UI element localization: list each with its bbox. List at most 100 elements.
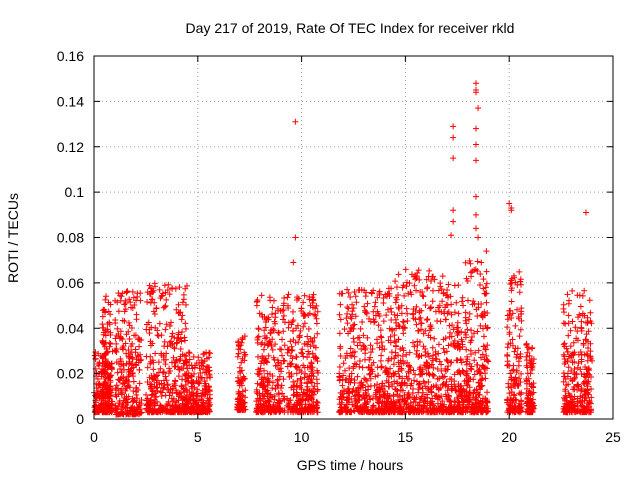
data-point bbox=[352, 403, 359, 410]
data-point bbox=[419, 288, 426, 295]
data-point bbox=[565, 364, 572, 371]
x-tick-label: 10 bbox=[294, 429, 310, 445]
data-point bbox=[482, 370, 489, 377]
data-point bbox=[568, 367, 575, 374]
data-point bbox=[135, 359, 142, 366]
data-point bbox=[143, 326, 150, 333]
data-point bbox=[360, 381, 367, 388]
data-point bbox=[445, 363, 452, 370]
data-point bbox=[459, 298, 466, 305]
data-point bbox=[423, 316, 430, 323]
data-point bbox=[523, 362, 530, 369]
data-point bbox=[584, 371, 591, 378]
data-point bbox=[136, 336, 143, 343]
data-point bbox=[286, 369, 293, 376]
data-point bbox=[396, 323, 403, 330]
data-point bbox=[107, 372, 114, 379]
data-point bbox=[119, 381, 126, 388]
outlier-point bbox=[472, 225, 479, 232]
data-point bbox=[112, 335, 119, 342]
data-point bbox=[94, 376, 101, 383]
data-point bbox=[265, 377, 272, 384]
data-point bbox=[483, 280, 490, 287]
data-point bbox=[117, 410, 124, 417]
y-tick-label: 0.14 bbox=[57, 93, 84, 109]
data-point bbox=[261, 367, 268, 374]
data-point bbox=[206, 388, 213, 395]
data-point bbox=[511, 348, 518, 355]
data-point bbox=[561, 394, 568, 401]
data-point bbox=[571, 365, 578, 372]
data-point bbox=[578, 351, 585, 358]
data-point bbox=[144, 395, 151, 402]
data-point bbox=[117, 365, 124, 372]
data-point bbox=[301, 320, 308, 327]
data-point bbox=[574, 364, 581, 371]
data-point bbox=[276, 400, 283, 407]
data-point bbox=[455, 310, 462, 317]
data-point bbox=[112, 319, 119, 326]
data-point bbox=[442, 391, 449, 398]
data-point bbox=[203, 355, 210, 362]
data-point bbox=[133, 391, 140, 398]
data-point bbox=[281, 358, 288, 365]
data-point bbox=[184, 365, 191, 372]
data-point bbox=[452, 383, 459, 390]
data-point bbox=[276, 346, 283, 353]
data-point bbox=[429, 273, 436, 280]
data-point bbox=[107, 340, 114, 347]
data-point bbox=[103, 408, 110, 415]
data-point bbox=[262, 318, 269, 325]
data-point bbox=[584, 378, 591, 385]
data-point bbox=[161, 303, 168, 310]
x-tick-label: 0 bbox=[90, 429, 98, 445]
data-point bbox=[362, 307, 369, 314]
data-point bbox=[426, 267, 433, 274]
data-point bbox=[466, 384, 473, 391]
data-point bbox=[308, 359, 315, 366]
data-point bbox=[345, 396, 351, 403]
data-point bbox=[561, 396, 568, 403]
data-point bbox=[365, 363, 372, 370]
data-point bbox=[132, 361, 139, 368]
data-point bbox=[525, 375, 532, 382]
data-point bbox=[336, 311, 343, 318]
data-point bbox=[198, 362, 205, 369]
data-point bbox=[289, 406, 296, 413]
data-point bbox=[162, 361, 169, 368]
data-point bbox=[471, 371, 478, 378]
data-point bbox=[514, 382, 521, 389]
data-point bbox=[112, 297, 119, 304]
data-point bbox=[426, 353, 433, 360]
data-point bbox=[360, 332, 367, 339]
data-point bbox=[575, 360, 582, 367]
data-point bbox=[195, 373, 202, 380]
data-point bbox=[298, 386, 305, 393]
data-point bbox=[96, 362, 102, 369]
data-point bbox=[441, 401, 448, 408]
data-point bbox=[284, 363, 291, 370]
data-point bbox=[352, 293, 359, 300]
data-point bbox=[470, 401, 477, 408]
data-point bbox=[165, 370, 172, 377]
data-point bbox=[451, 371, 458, 378]
data-point bbox=[518, 370, 525, 377]
data-point bbox=[454, 340, 461, 347]
data-point bbox=[397, 345, 404, 352]
data-point bbox=[345, 289, 352, 296]
data-point bbox=[290, 308, 297, 315]
data-point bbox=[573, 335, 580, 342]
data-point bbox=[202, 385, 209, 392]
data-point bbox=[518, 317, 525, 324]
outlier-point bbox=[450, 155, 457, 162]
data-point bbox=[442, 365, 449, 372]
data-point bbox=[196, 380, 203, 387]
data-point bbox=[423, 285, 430, 292]
data-point bbox=[400, 406, 407, 413]
data-point bbox=[523, 380, 530, 387]
data-point bbox=[180, 296, 187, 303]
data-point bbox=[133, 316, 140, 323]
data-point bbox=[483, 325, 490, 332]
data-point bbox=[154, 388, 161, 395]
data-point bbox=[287, 338, 294, 345]
